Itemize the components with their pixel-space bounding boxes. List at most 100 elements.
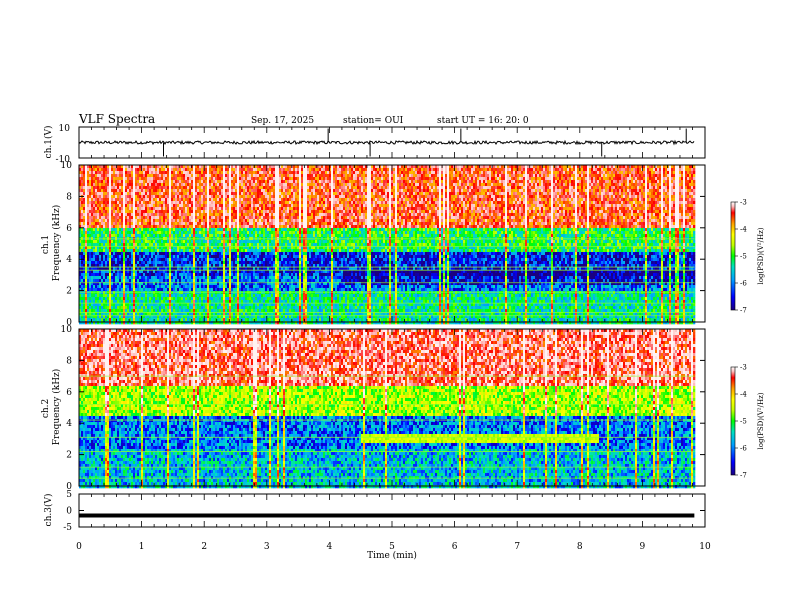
spectrogram-cell [167, 306, 169, 309]
spectrogram-cell [95, 222, 97, 225]
spectrogram-cell [99, 168, 101, 171]
spectrogram-cell [135, 228, 137, 231]
spectrogram-cell [177, 210, 179, 213]
spectrogram-cell [195, 216, 197, 219]
spectrogram-cell [131, 249, 133, 252]
spectrogram-cell [89, 222, 91, 225]
spectrogram-cell [93, 177, 95, 180]
spectrogram-cell [139, 195, 141, 198]
spectrogram-cell [171, 243, 173, 246]
spectrogram-cell [197, 171, 199, 174]
spectrogram-cell [137, 291, 139, 294]
spectrogram-cell [169, 195, 171, 198]
spectrogram-cell [95, 180, 97, 183]
spectrogram-cell [181, 318, 183, 321]
spectrogram-cell [193, 231, 195, 234]
spectrogram-cell [189, 222, 191, 225]
spectrogram-cell [111, 207, 113, 210]
spectrogram-cell [181, 243, 183, 246]
spectrogram-cell [115, 258, 117, 261]
spectrogram-cell [121, 201, 123, 204]
spectrogram-cell [97, 285, 99, 288]
spectrogram-cell [155, 249, 157, 252]
spectrogram-cell [111, 309, 113, 312]
spectrogram-cell [153, 207, 155, 210]
spectrogram-cell [205, 249, 207, 252]
spectrogram-cell [131, 261, 133, 264]
spectrogram-cell [141, 261, 143, 264]
spectrogram-cell [167, 279, 169, 282]
spectrogram-cell [171, 219, 173, 222]
spectrogram-cell [171, 207, 173, 210]
spectrogram-cell [129, 168, 131, 171]
spectrogram-cell [157, 318, 159, 321]
spectrogram-cell [121, 231, 123, 234]
spectrogram-cell [105, 255, 107, 258]
spectrogram-cell [175, 225, 177, 228]
spectrogram-cell [91, 288, 93, 291]
spectrogram-cell [135, 288, 137, 291]
spectrogram-cell [183, 213, 185, 216]
spectrogram-cell [107, 318, 109, 321]
spectrogram-cell [143, 273, 145, 276]
spectrogram-cell [179, 222, 181, 225]
spectrogram-cell [81, 309, 83, 312]
spectrogram-cell [201, 213, 203, 216]
spectrogram-cell [127, 198, 129, 201]
spectrogram-cell [161, 288, 163, 291]
spectrogram-cell [119, 207, 121, 210]
spectrogram-cell [153, 258, 155, 261]
spectrogram-cell [107, 177, 109, 180]
spectrogram-cell [175, 192, 177, 195]
spectrogram-cell [91, 294, 93, 297]
spectrogram-cell [81, 222, 83, 225]
spectrogram-cell [201, 222, 203, 225]
spectrogram-cell [171, 222, 173, 225]
spectrogram-cell [191, 192, 193, 195]
spectrogram-cell [171, 177, 173, 180]
spectrogram-cell [183, 192, 185, 195]
spectrogram-cell [137, 228, 139, 231]
spectrogram-cell [199, 192, 201, 195]
spectrogram-cell [149, 177, 151, 180]
spectrogram-cell [151, 276, 153, 279]
spectrogram-cell [163, 186, 165, 189]
spectrogram-cell [119, 243, 121, 246]
spectrogram-cell [145, 177, 147, 180]
spectrogram-cell [201, 216, 203, 219]
spectrogram-cell [167, 222, 169, 225]
spectrogram-cell [167, 168, 169, 171]
spectrogram-cell [89, 240, 91, 243]
spectrogram-cell [187, 285, 189, 288]
spectrogram-cell [179, 210, 181, 213]
spectrogram-cell [167, 180, 169, 183]
spectrogram-cell [135, 201, 137, 204]
spectrogram-cell [201, 294, 203, 297]
spectrogram-cell [131, 321, 133, 324]
spectrogram-cell [155, 234, 157, 237]
spectrogram-cell [177, 309, 179, 312]
spectrogram-cell [131, 213, 133, 216]
spectrogram-cell [195, 177, 197, 180]
spectrogram-cell [147, 186, 149, 189]
spectrogram-cell [147, 258, 149, 261]
spectrogram-cell [83, 252, 85, 255]
spectrogram-cell [105, 261, 107, 264]
spectrogram-cell [207, 186, 209, 189]
spectrogram-cell [143, 174, 145, 177]
spectrogram-cell [95, 192, 97, 195]
spectrogram-cell [171, 321, 173, 324]
spectrogram-cell [205, 222, 207, 225]
spectrogram-cell [175, 189, 177, 192]
spectrogram-cell [169, 288, 171, 291]
spectrogram-cell [117, 318, 119, 321]
spectrogram-cell [93, 207, 95, 210]
spectrogram-cell [189, 291, 191, 294]
spectrogram-cell [173, 258, 175, 261]
spectrogram-cell [183, 294, 185, 297]
spectrogram-cell [107, 204, 109, 207]
spectrogram-cell [87, 198, 89, 201]
spectrogram-cell [141, 228, 143, 231]
spectrogram-cell [201, 180, 203, 183]
spectrogram-cell [167, 174, 169, 177]
